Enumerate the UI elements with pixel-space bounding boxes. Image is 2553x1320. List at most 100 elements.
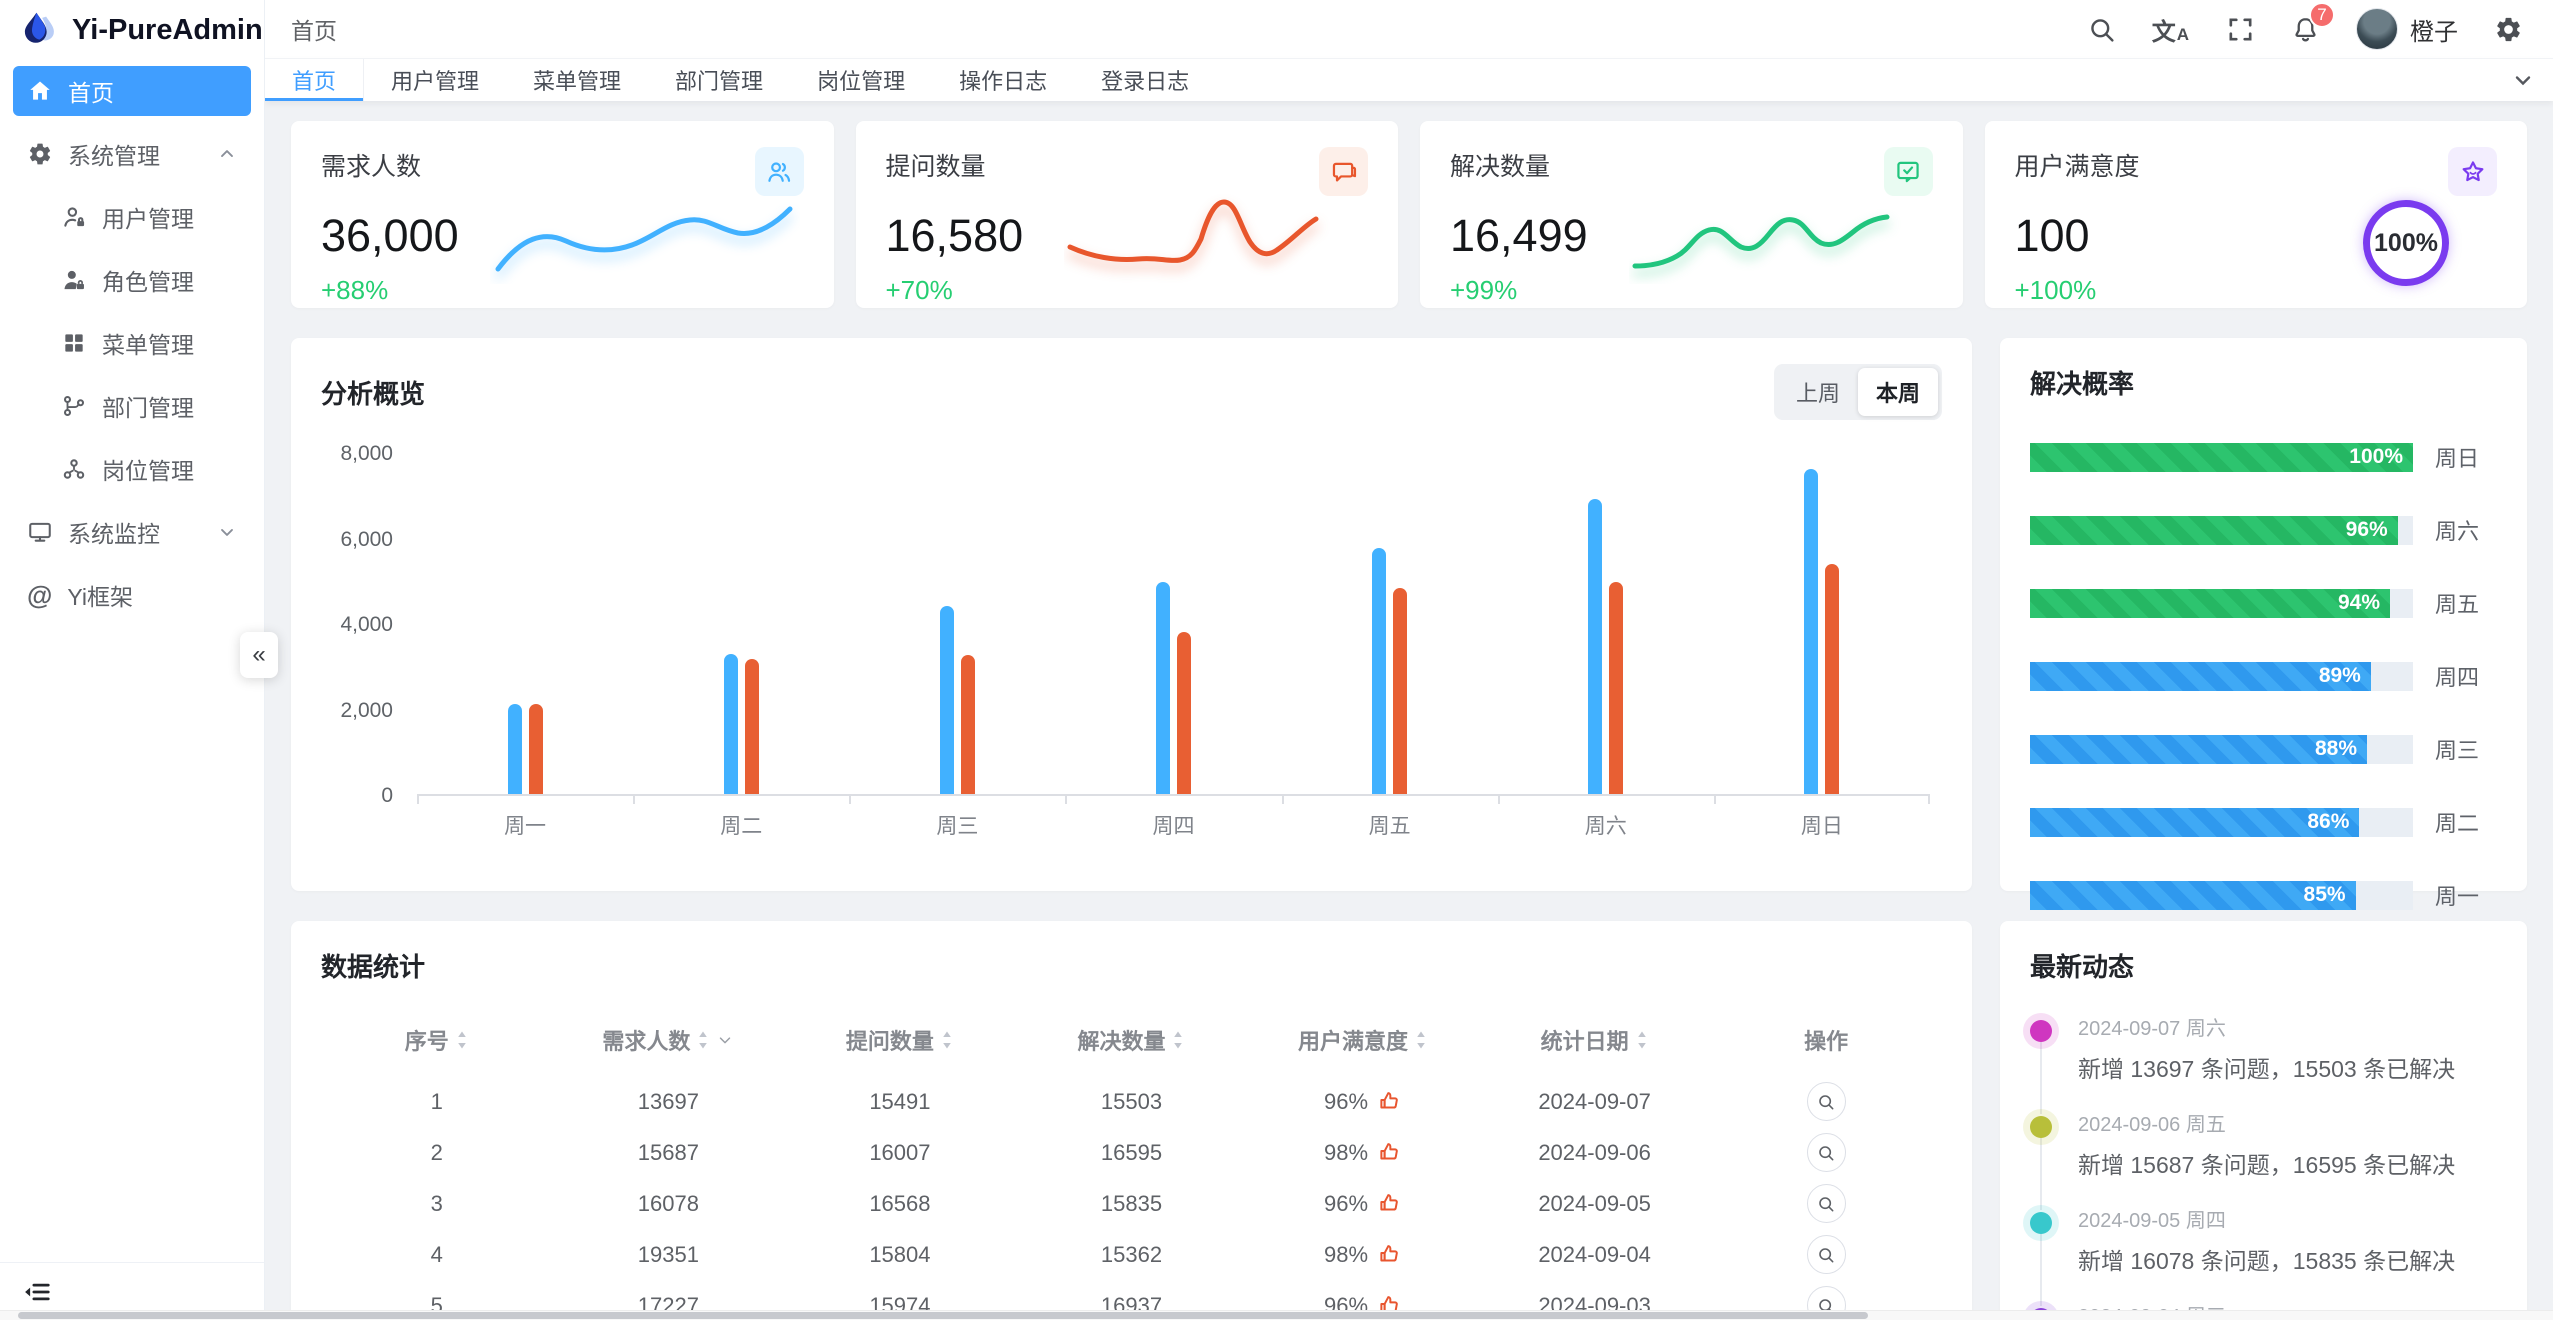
tab-0[interactable]: 首页 [265, 59, 365, 101]
bar-group-5: 周六 [1497, 454, 1714, 838]
sidebar-item-1[interactable]: 系统管理 [13, 129, 251, 179]
progress-fill: 100% [2030, 442, 2413, 472]
sidebar-item-3[interactable]: @ Yi框架 [13, 570, 251, 620]
column-header-0[interactable]: 序号 [321, 1008, 553, 1076]
column-header-1[interactable]: 需求人数 [553, 1008, 785, 1076]
solve-row-5: 86% 周二 [2030, 806, 2497, 838]
cell-question: 15491 [869, 1088, 931, 1114]
tab-6[interactable]: 登录日志 [1074, 59, 1216, 101]
bar-需求人数-周三[interactable] [939, 606, 954, 794]
role-icon [61, 267, 87, 293]
x-axis-label: 周一 [504, 815, 547, 838]
notifications-bell-icon[interactable]: 7 [2291, 1, 2335, 44]
stat-card-delta: +100% [2014, 275, 2097, 305]
cell-no: 3 [430, 1190, 443, 1216]
row-view-button[interactable] [1806, 1133, 1846, 1172]
cell-question: 16568 [869, 1190, 931, 1216]
chevron-down-icon [217, 522, 237, 542]
column-header-6[interactable]: 操作 [1710, 1008, 1942, 1076]
bar-chart: 0 2,000 4,000 6,000 8,000 周一 周二 周三 周四 周五 周六 周日 [321, 434, 1942, 860]
row-view-button[interactable] [1806, 1235, 1846, 1274]
column-label: 操作 [1804, 1029, 1849, 1054]
toggle-this-week[interactable]: 本周 [1857, 368, 1938, 416]
scrollbar-thumb[interactable] [18, 1312, 1868, 1319]
sort-caret-icon[interactable] [940, 1029, 954, 1051]
user-lock-icon [61, 204, 87, 230]
logo[interactable]: Yi-PureAdmin [0, 0, 264, 60]
bottom-row: 数据统计 序号 需求人数 提问数量 解决数量 用户满意度 统计日期 操作 1 13697 154… [291, 921, 2527, 1320]
bar-需求人数-周二[interactable] [723, 654, 738, 794]
y-axis-tick: 8,000 [340, 442, 393, 465]
user-menu[interactable]: 橙子 [2356, 8, 2458, 50]
sidebar-subitem-1-2[interactable]: 菜单管理 [13, 318, 251, 368]
bar-需求人数-周四[interactable] [1155, 582, 1170, 794]
username: 橙子 [2410, 18, 2458, 46]
column-header-2[interactable]: 提问数量 [784, 1008, 1016, 1076]
row-view-button[interactable] [1806, 1082, 1846, 1121]
bar-提问数量-周四[interactable] [1176, 632, 1191, 794]
tabs-chevron-down-icon[interactable] [2511, 68, 2553, 92]
x-axis-label: 周六 [1584, 815, 1627, 838]
column-header-5[interactable]: 统计日期 [1479, 1008, 1711, 1076]
tab-1[interactable]: 用户管理 [364, 59, 506, 101]
filter-chevron-icon[interactable] [716, 1031, 734, 1049]
bar-需求人数-周一[interactable] [507, 704, 522, 794]
stat-card-value: 16,499 [1450, 210, 1588, 261]
tab-label: 菜单管理 [533, 69, 622, 94]
column-header-3[interactable]: 解决数量 [1016, 1008, 1248, 1076]
bar-需求人数-周日[interactable] [1804, 469, 1819, 794]
toggle-last-week[interactable]: 上周 [1778, 368, 1858, 416]
cell-solve: 15503 [1100, 1088, 1163, 1114]
sparkline [1067, 199, 1319, 263]
sidebar-subitem-1-4[interactable]: 岗位管理 [13, 444, 251, 494]
search-icon[interactable] [2087, 15, 2116, 44]
settings-gear-icon[interactable] [2494, 15, 2523, 44]
stat-card-2: 解决数量 16,499 +99% [1420, 121, 1963, 308]
share-nodes-icon [61, 456, 87, 482]
sidebar-collapse-button[interactable]: « [240, 632, 278, 678]
tab-5[interactable]: 操作日志 [932, 59, 1074, 101]
progress-percent: 96% [2345, 518, 2388, 541]
chart-plot: 周一 周二 周三 周四 周五 周六 周日 [417, 454, 1930, 838]
stat-card-0: 需求人数 36,000 +88% [291, 121, 834, 308]
row-view-button[interactable] [1806, 1184, 1846, 1223]
gear-icon [27, 141, 53, 167]
tab-3[interactable]: 部门管理 [648, 59, 790, 101]
sort-caret-icon[interactable] [1171, 1029, 1185, 1051]
bar-提问数量-周日[interactable] [1825, 564, 1840, 794]
bar-group-0: 周一 [417, 454, 633, 838]
bar-提问数量-周六[interactable] [1609, 582, 1624, 794]
bar-提问数量-周三[interactable] [960, 655, 975, 794]
tab-4[interactable]: 岗位管理 [790, 59, 932, 101]
sidebar-item-2[interactable]: 系统监控 [13, 507, 251, 557]
column-header-4[interactable]: 用户满意度 [1247, 1008, 1479, 1076]
sort-caret-icon[interactable] [1635, 1029, 1649, 1051]
stat-cards-row: 需求人数 36,000 +88% 提问数量 16,580 +70% 解决数量 16,499 +9… [291, 121, 2527, 308]
sidebar-subitem-1-1[interactable]: 角色管理 [13, 255, 251, 305]
bar-需求人数-周六[interactable] [1588, 499, 1603, 794]
menu-fold-icon[interactable] [22, 1277, 52, 1307]
sidebar-subitem-1-3[interactable]: 部门管理 [13, 381, 251, 431]
tab-label: 登录日志 [1101, 69, 1190, 94]
bar-需求人数-周五[interactable] [1372, 548, 1387, 794]
sort-caret-icon[interactable] [1414, 1029, 1428, 1051]
star-icon [2448, 147, 2497, 196]
fullscreen-icon[interactable] [2226, 15, 2255, 44]
stat-card-title: 需求人数 [321, 153, 422, 181]
header-actions: 文A 7 橙子 [2087, 1, 2523, 50]
translate-icon[interactable]: 文A [2152, 12, 2190, 47]
sort-caret-icon[interactable] [696, 1029, 710, 1051]
tab-2[interactable]: 菜单管理 [506, 59, 648, 101]
progress-percent: 94% [2337, 591, 2381, 614]
sidebar-item-0[interactable]: 首页 [13, 66, 251, 116]
app-title: Yi-PureAdmin [72, 13, 263, 46]
sidebar-item-label: 首页 [68, 80, 114, 106]
progress-day-label: 周三 [2435, 738, 2480, 763]
bar-提问数量-周一[interactable] [528, 704, 543, 794]
sidebar-subitem-1-0[interactable]: 用户管理 [13, 192, 251, 242]
table-row-0: 1 13697 15491 15503 96% 2024-09-07 [321, 1076, 1942, 1127]
sort-caret-icon[interactable] [455, 1029, 469, 1051]
horizontal-scrollbar[interactable] [0, 1310, 2553, 1320]
bar-提问数量-周二[interactable] [744, 659, 759, 794]
bar-提问数量-周五[interactable] [1393, 588, 1408, 794]
